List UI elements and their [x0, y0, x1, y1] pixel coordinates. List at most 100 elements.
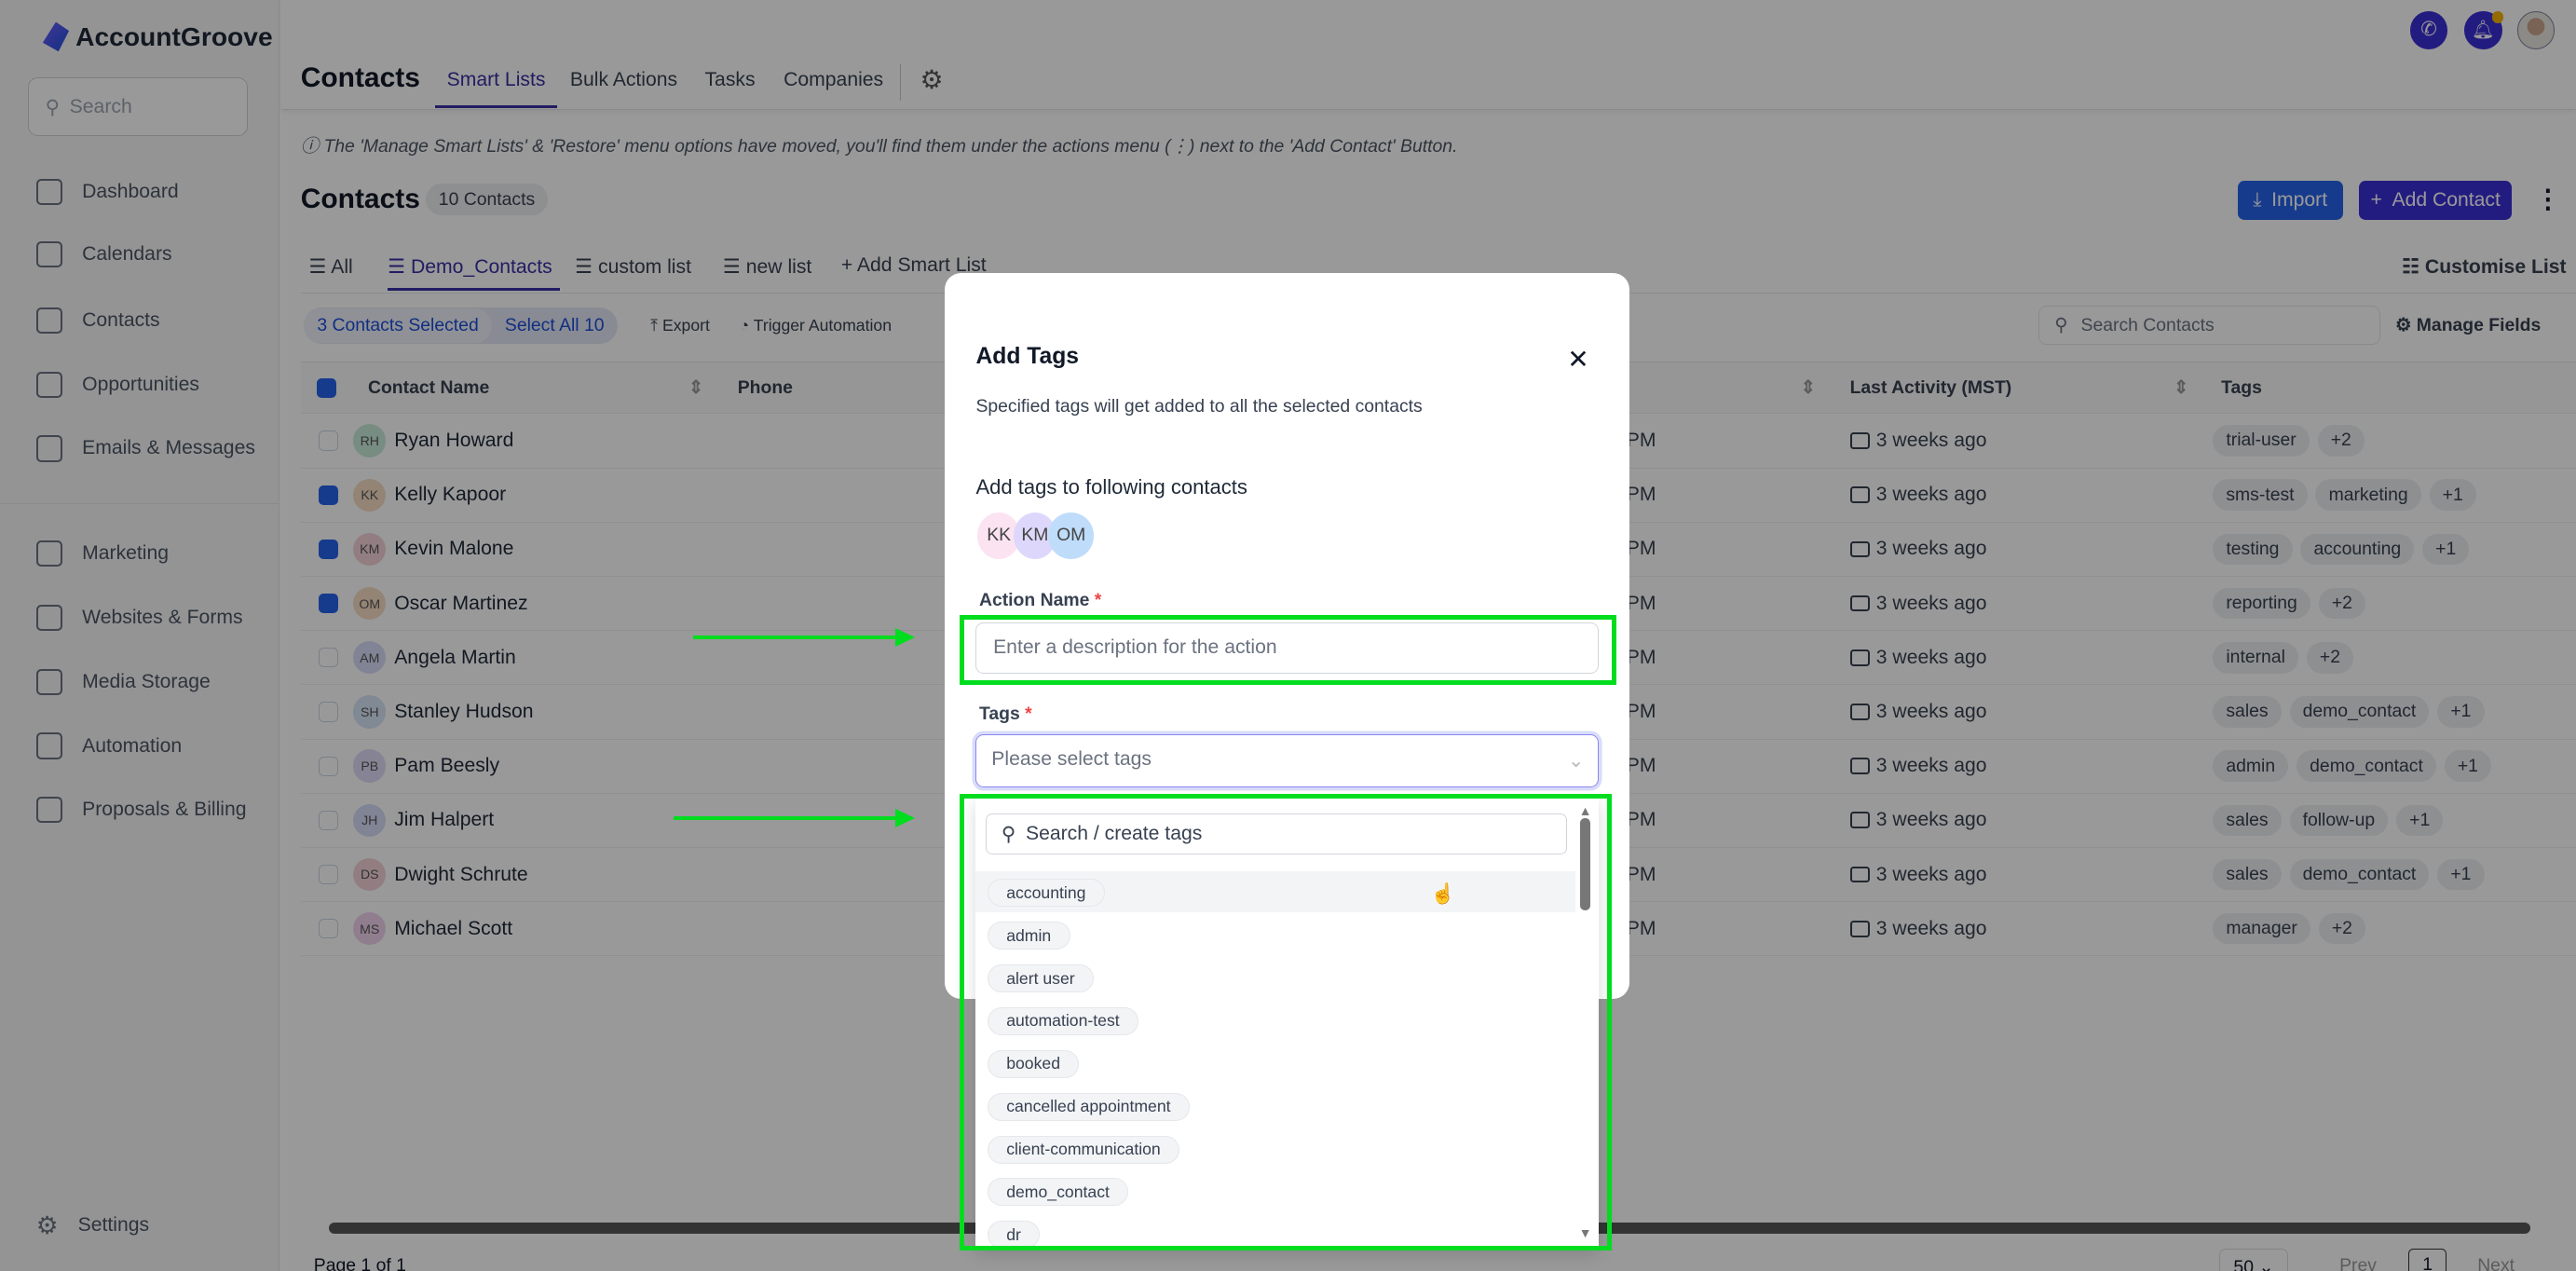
avatar: MS — [353, 912, 387, 946]
tag-option[interactable]: client-communication — [987, 1135, 1180, 1164]
prev-button[interactable]: Prev — [2339, 1255, 2377, 1271]
tag-option[interactable]: automation-test — [987, 1006, 1139, 1035]
sidebar-item-dashboard[interactable]: Dashboard — [35, 179, 179, 206]
more-actions-icon[interactable]: ⋮ — [2534, 184, 2562, 214]
contact-name[interactable]: Kelly Kapoor — [394, 484, 507, 506]
list-tab-demo-contacts[interactable]: ☰ Demo_Contacts — [388, 256, 552, 279]
row-checkbox[interactable] — [319, 430, 339, 451]
col-contact-name[interactable]: Contact Name — [367, 376, 490, 398]
row-checkbox[interactable] — [319, 702, 339, 722]
contact-name[interactable]: Michael Scott — [394, 917, 513, 939]
sidebar-item-proposals-billing[interactable]: Proposals & Billing — [35, 797, 247, 824]
row-checkbox[interactable] — [319, 593, 339, 614]
sidebar-item-emails-messages[interactable]: Emails & Messages — [35, 435, 255, 462]
tag-option[interactable]: admin — [987, 922, 1070, 950]
label: Add Smart List — [856, 254, 987, 277]
list-tab-new-list[interactable]: ☰ new list — [722, 256, 812, 279]
tags-cell: trial-user +2 — [2213, 425, 2365, 457]
tab-bulk-actions[interactable]: Bulk Actions — [569, 69, 678, 91]
trigger-automation-button[interactable]: ◔ Trigger Automation — [739, 315, 893, 335]
contact-name[interactable]: Jim Halpert — [394, 809, 495, 831]
contacts-label: Add tags to following contacts — [975, 474, 1247, 499]
sidebar-item-opportunities[interactable]: Opportunities — [35, 371, 199, 398]
gear-icon[interactable]: ⚙ — [920, 63, 944, 94]
value: 50 — [2233, 1257, 2254, 1271]
row-checkbox[interactable] — [319, 756, 339, 776]
sidebar-item-marketing[interactable]: Marketing — [35, 540, 169, 567]
avatar: DS — [353, 857, 387, 892]
tag-chip: +2 — [2306, 641, 2354, 674]
table-row[interactable]: SH Stanley Hudson PM 3 weeks ago sales de… — [300, 685, 2576, 740]
tab-companies[interactable]: Companies — [784, 69, 884, 91]
add-smart-list[interactable]: + Add Smart List — [840, 254, 987, 277]
chart-icon — [35, 179, 62, 206]
tag-chip: marketing — [2315, 479, 2421, 511]
row-checkbox[interactable] — [319, 539, 339, 559]
close-icon[interactable]: ✕ — [1567, 343, 1589, 374]
import-button[interactable]: ⤓ Import — [2237, 180, 2343, 221]
sidebar-item-media-storage[interactable]: Media Storage — [35, 668, 211, 695]
bell-icon[interactable]: 🔔︎ — [2464, 11, 2502, 49]
label: Media Storage — [82, 670, 211, 692]
contact-name[interactable]: Dwight Schrute — [394, 863, 528, 885]
page-1-button[interactable]: 1 — [2408, 1249, 2447, 1271]
manage-fields-button[interactable]: ⚙ Manage Fields — [2395, 314, 2542, 335]
tab-tasks[interactable]: Tasks — [704, 69, 756, 91]
sidebar-search[interactable]: ⚲ Search — [27, 76, 249, 137]
contact-name[interactable]: Pam Beesly — [394, 755, 500, 777]
row-checkbox[interactable] — [319, 485, 339, 505]
phone-icon[interactable]: ✆ — [2409, 11, 2448, 49]
sidebar-item-automation[interactable]: Automation — [35, 732, 182, 759]
arrow-icon — [693, 627, 916, 647]
browser-icon — [35, 604, 62, 632]
tag-option[interactable]: accounting — [987, 879, 1105, 908]
col-phone[interactable]: Phone — [737, 376, 793, 398]
per-page-select[interactable]: 50 ⌄ — [2219, 1249, 2288, 1271]
sidebar-item-calendars[interactable]: Calendars — [35, 241, 172, 268]
row-checkbox[interactable] — [319, 864, 339, 885]
select-all-button[interactable]: Select All 10 — [504, 314, 605, 335]
avatar[interactable] — [2516, 11, 2556, 49]
mail-icon — [1849, 758, 1870, 774]
contact-name[interactable]: Angela Martin — [394, 646, 516, 668]
last-activity: 3 weeks ago — [1875, 538, 1987, 560]
action-name-input[interactable]: Enter a description for the action — [975, 622, 1599, 674]
sidebar-item-settings[interactable]: ⚙ Settings — [36, 1211, 149, 1240]
select-all-checkbox[interactable] — [317, 377, 337, 398]
tab-smart-lists[interactable]: Smart Lists — [446, 69, 546, 91]
mail-icon — [1849, 812, 1870, 829]
contact-name[interactable]: Kevin Malone — [394, 538, 514, 560]
row-checkbox[interactable] — [319, 810, 339, 830]
row-checkbox[interactable] — [319, 648, 339, 668]
col-last-activity[interactable]: Last Activity (MST) — [1849, 376, 2012, 398]
sidebar-item-contacts[interactable]: Contacts — [35, 307, 160, 334]
created-time: PM — [1626, 809, 1656, 831]
list-tab-custom-list[interactable]: ☰ custom list — [575, 256, 691, 279]
add-contact-button[interactable]: + Add Contact — [2359, 180, 2513, 221]
list-tab-all[interactable]: ☰ All — [308, 256, 353, 279]
contact-name[interactable]: Oscar Martinez — [394, 592, 528, 614]
contacts-heading: Contacts — [300, 184, 420, 215]
tag-chip: demo_contact — [2289, 858, 2430, 891]
customise-list-button[interactable]: ☷ Customise List — [2402, 256, 2567, 279]
created-time: PM — [1626, 863, 1656, 885]
tags-cell: sales demo_contact +1 — [2213, 696, 2485, 728]
contact-name[interactable]: Stanley Hudson — [394, 700, 534, 722]
tag-option[interactable]: demo_contact — [987, 1178, 1129, 1207]
row-checkbox[interactable] — [319, 919, 339, 939]
export-button[interactable]: ⤒ Export — [650, 315, 710, 335]
tags-select[interactable]: Please select tags ⌄ — [975, 734, 1599, 787]
label: new list — [745, 256, 812, 279]
table-row[interactable]: OM Oscar Martinez PM 3 weeks ago reporti… — [300, 577, 2576, 632]
tag-option[interactable]: booked — [987, 1049, 1080, 1078]
tag-search-input[interactable]: ⚲ Search / create tags — [986, 813, 1568, 854]
tag-option[interactable]: cancelled appointment — [987, 1092, 1190, 1121]
tag-option[interactable]: alert user — [987, 964, 1095, 993]
contact-name[interactable]: Ryan Howard — [394, 429, 514, 451]
sidebar-item-websites-forms[interactable]: Websites & Forms — [35, 604, 243, 632]
dropdown-scrollbar[interactable]: ▲ ▼ — [1578, 803, 1592, 1241]
label: All — [331, 256, 353, 279]
next-button[interactable]: Next — [2477, 1255, 2515, 1271]
search-contacts-input[interactable]: ⚲ Search Contacts — [2038, 305, 2381, 346]
tag-chip: admin — [2213, 750, 2289, 782]
